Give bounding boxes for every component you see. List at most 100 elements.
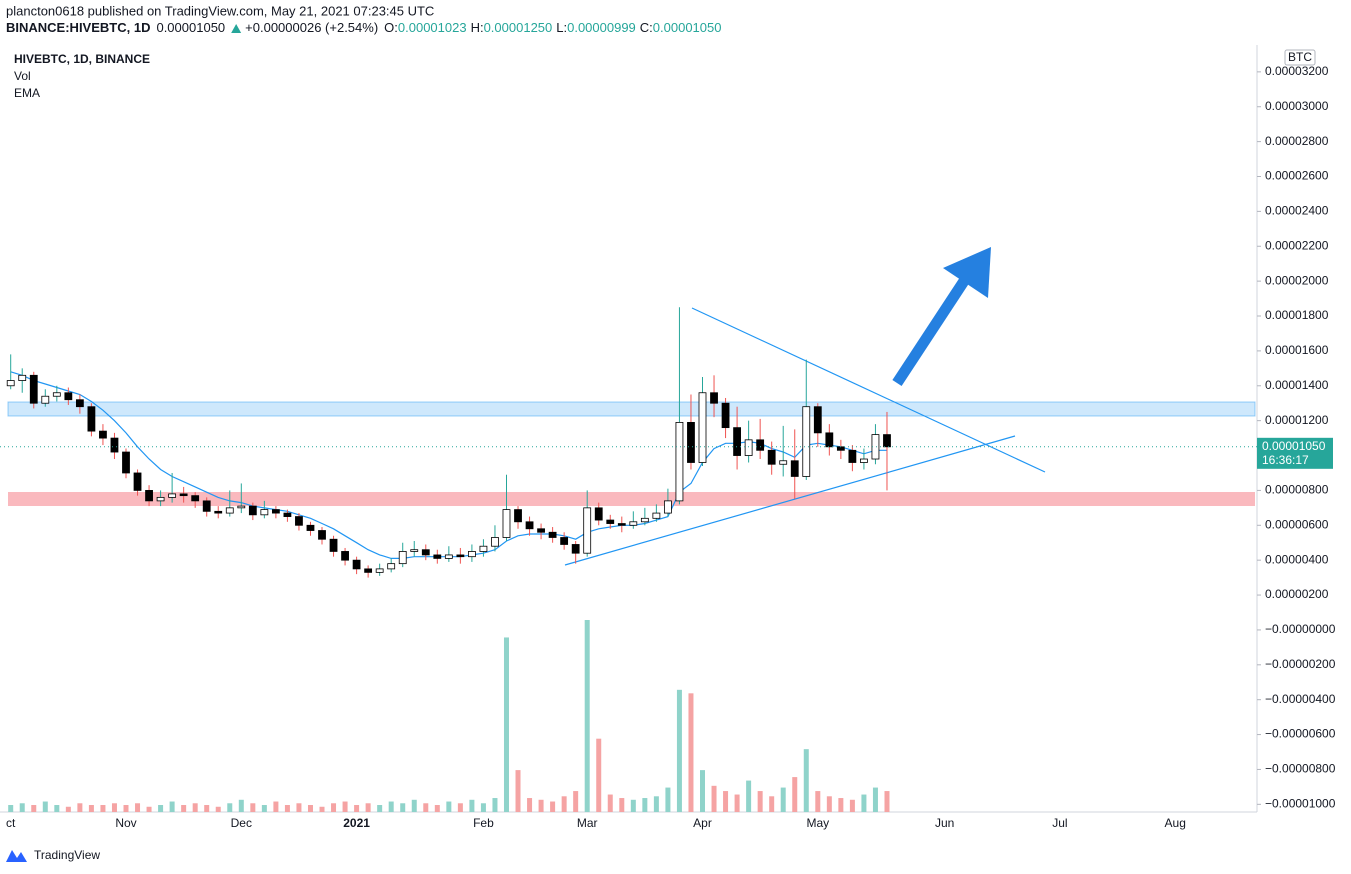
- candle: [145, 485, 153, 507]
- y-tick-label: 0.00003000: [1265, 99, 1329, 113]
- volume-bar: [400, 803, 406, 812]
- volume-bar: [261, 805, 267, 812]
- volume-bar: [584, 620, 590, 812]
- candle: [179, 486, 188, 503]
- y-tick-label: −0.00000400: [1265, 692, 1336, 706]
- y-tick-label: 0.00001600: [1265, 343, 1329, 357]
- volume-bar: [54, 805, 60, 812]
- candle-body: [583, 507, 592, 554]
- y-tick-label: 0.00000200: [1265, 587, 1329, 601]
- x-tick-label: Jun: [935, 816, 954, 830]
- candle-body: [387, 563, 396, 570]
- candle-body: [813, 406, 822, 434]
- candle: [191, 492, 200, 508]
- candle: [375, 563, 384, 576]
- volume-bar: [538, 799, 544, 812]
- published-line: plancton0618 published on TradingView.co…: [6, 3, 434, 18]
- candle: [29, 371, 38, 409]
- candle-body: [225, 507, 234, 514]
- volume-bar: [769, 796, 775, 812]
- volume-bar: [88, 805, 94, 812]
- y-tick-label: 0.00003200: [1265, 64, 1329, 78]
- volume-bar: [423, 803, 429, 812]
- volume-bar: [250, 803, 256, 812]
- volume-bar: [65, 806, 71, 812]
- candle: [687, 394, 695, 470]
- candle-body: [214, 510, 223, 514]
- x-tick-label: May: [806, 816, 829, 830]
- candle: [710, 375, 718, 418]
- candle-body: [168, 493, 177, 498]
- candle-body: [560, 537, 569, 545]
- candle: [537, 523, 545, 540]
- volume-bar: [780, 787, 786, 812]
- candle: [271, 506, 280, 519]
- volume-bar: [872, 787, 878, 812]
- candle: [341, 547, 349, 566]
- candle: [802, 359, 811, 480]
- candle: [491, 525, 499, 552]
- h-label: H:: [471, 20, 484, 35]
- candle-body: [733, 427, 741, 456]
- currency: BTC: [1288, 50, 1312, 64]
- volume-bar: [158, 805, 164, 812]
- arrow-head: [943, 247, 991, 298]
- volume-bar: [527, 798, 533, 812]
- volume-bar: [31, 805, 37, 812]
- y-tick-label: 0.00002200: [1265, 238, 1329, 252]
- c-value: 0.00001050: [653, 20, 722, 35]
- candle: [744, 420, 753, 463]
- y-tick-label: 0.00001800: [1265, 308, 1329, 322]
- candle-body: [710, 392, 718, 404]
- candle: [675, 307, 684, 505]
- volume-bar: [503, 637, 509, 812]
- volume-bar: [457, 803, 463, 812]
- y-tick-label: 0.00002600: [1265, 169, 1329, 183]
- candle: [202, 497, 211, 517]
- y-tick-label: −0.00000200: [1265, 657, 1336, 671]
- candle-body: [364, 568, 373, 573]
- y-tick-label: −0.00000600: [1265, 727, 1336, 741]
- candle-body: [502, 509, 511, 538]
- candle-body: [779, 460, 788, 465]
- volume-bar: [838, 798, 844, 812]
- candle-body: [491, 537, 499, 547]
- candle-body: [525, 521, 534, 530]
- price-tag: [1257, 437, 1333, 469]
- candle: [364, 565, 373, 578]
- x-tick-label: Apr: [693, 816, 712, 830]
- volume-bar: [792, 777, 798, 812]
- volume-bar: [354, 805, 360, 812]
- x-tick-label: ct: [6, 816, 16, 830]
- volume-bar: [826, 796, 832, 812]
- volume-bar: [273, 801, 279, 812]
- volume-bar: [434, 805, 440, 812]
- candle: [52, 385, 61, 402]
- candle-body: [514, 509, 522, 523]
- candle: [444, 546, 453, 562]
- candle-body: [398, 551, 407, 565]
- volume-bar: [227, 803, 233, 812]
- volume-bar: [746, 780, 752, 812]
- volume-bar: [123, 805, 129, 812]
- candle-body: [410, 549, 419, 552]
- candle-body: [629, 521, 638, 526]
- candle-body: [537, 528, 545, 533]
- candle: [813, 403, 822, 447]
- candle-body: [433, 554, 442, 559]
- volume-bar: [665, 787, 671, 812]
- volume-bar: [169, 801, 175, 812]
- candle: [133, 469, 142, 496]
- candle-body: [825, 432, 834, 448]
- candle-body: [467, 551, 476, 558]
- candle-body: [617, 523, 626, 526]
- candle-body: [283, 512, 292, 517]
- volume-bar: [181, 805, 187, 812]
- candle: [825, 424, 834, 456]
- x-tick-label: 2021: [343, 816, 370, 830]
- volume-bar: [77, 803, 83, 812]
- volume-bar: [619, 798, 625, 812]
- change: +0.00000026 (+2.54%): [245, 20, 378, 35]
- resistance-zone: [7, 401, 1256, 417]
- candle: [248, 502, 257, 521]
